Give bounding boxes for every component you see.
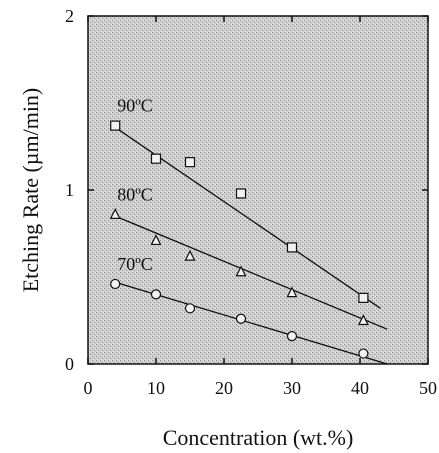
data-point bbox=[286, 286, 298, 298]
data-point bbox=[357, 314, 369, 326]
x-axis-title: Concentration (wt.%) bbox=[163, 425, 354, 450]
data-point bbox=[286, 331, 298, 342]
y-tick-label: 0 bbox=[65, 354, 74, 374]
x-tick-label: 30 bbox=[283, 378, 301, 398]
data-point bbox=[235, 265, 247, 277]
series-label: 70ºC bbox=[117, 254, 153, 274]
data-point bbox=[184, 303, 196, 314]
plot-area bbox=[87, 15, 429, 365]
series-label: 80ºC bbox=[117, 184, 153, 204]
y-tick-label: 1 bbox=[65, 180, 74, 200]
data-point bbox=[109, 208, 121, 219]
fit-line bbox=[114, 215, 388, 330]
data-point bbox=[358, 348, 369, 359]
data-point bbox=[150, 234, 162, 246]
x-tick-label: 20 bbox=[215, 378, 233, 398]
axis-ticks bbox=[87, 15, 429, 365]
series-labels: 90ºC 80ºC 70ºC bbox=[117, 96, 153, 274]
data-point bbox=[110, 120, 121, 131]
data-point bbox=[110, 278, 121, 290]
x-tick-label: 50 bbox=[419, 378, 437, 398]
series-label: 90ºC bbox=[117, 96, 153, 116]
x-tick-label: 10 bbox=[147, 378, 165, 398]
x-tick-label: 40 bbox=[351, 378, 369, 398]
data-markers bbox=[109, 120, 369, 359]
data-point bbox=[286, 242, 298, 253]
data-point bbox=[184, 249, 196, 261]
tick-labels: 0 10 20 30 40 50 0 1 2 bbox=[65, 6, 437, 398]
data-point bbox=[235, 188, 247, 199]
data-point bbox=[150, 289, 162, 300]
data-point bbox=[358, 292, 369, 303]
data-point bbox=[235, 313, 247, 324]
data-point bbox=[150, 153, 162, 164]
data-point bbox=[184, 157, 196, 168]
y-tick-label: 2 bbox=[65, 6, 74, 26]
x-tick-label: 0 bbox=[84, 378, 93, 398]
y-axis-title: Etching Rate (µm/min) bbox=[18, 88, 43, 293]
